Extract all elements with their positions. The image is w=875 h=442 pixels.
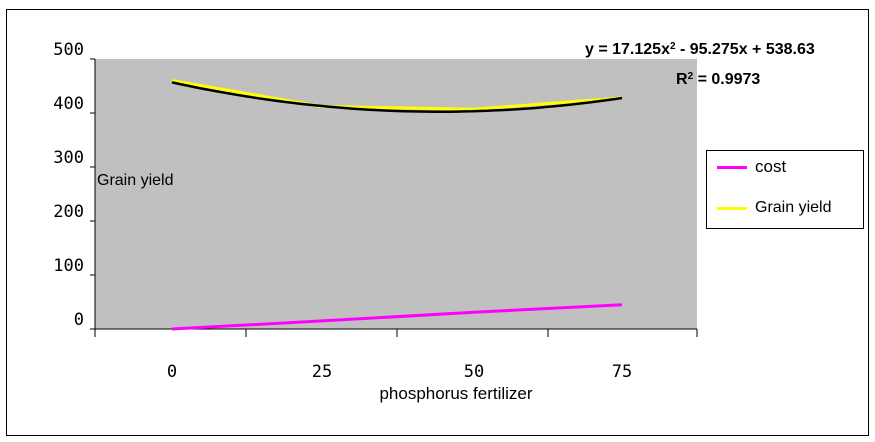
trendline-equation: y = 17.125x2 - 95.275x + 538.63 [585,41,815,59]
trendline [171,81,623,113]
legend-item-cost: cost [717,157,786,177]
x-tick-label: 25 [312,362,332,382]
x-axis-label: phosphorus fertilizer [379,384,532,403]
plot-area [95,59,697,329]
y-tick-label: 100 [53,256,84,276]
series-layer [171,79,623,331]
series-line-cost [171,303,623,331]
y-tick-label: 300 [53,148,84,168]
y-tick-label: 400 [53,94,84,114]
y-tick-label: 500 [53,40,84,60]
x-tick-label: 0 [167,362,177,382]
legend: cost Grain yield [706,150,864,229]
x-tick-label: 50 [464,362,484,382]
legend-item-grain-yield: Grain yield [717,199,831,217]
series-line-grain-yield [171,79,623,111]
tick-layer: 0 100 200 300 400 500 0 25 50 75 [53,40,698,382]
trendline-r-squared: R2 = 0.9973 [676,71,760,89]
chart-frame [6,9,869,436]
x-tick-label: 75 [612,362,632,382]
legend-swatch-grain-yield [717,206,747,210]
y-tick-label: 200 [53,202,84,222]
legend-label-cost: cost [755,157,787,176]
legend-label-grain-yield: Grain yield [755,199,832,216]
legend-swatch-cost [717,165,747,169]
plot-annotation: Grain yield [97,172,173,189]
y-tick-label: 0 [74,310,84,330]
